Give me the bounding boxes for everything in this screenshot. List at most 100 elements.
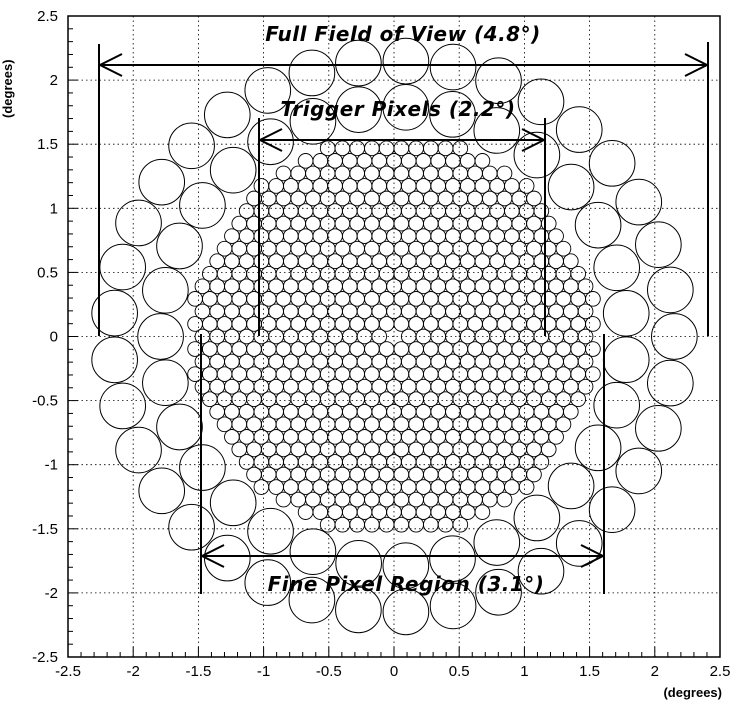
trigger-label: Trigger Pixels (2.2°) — [280, 97, 515, 121]
large-pixel — [142, 266, 189, 314]
x-tick-label: -2.5 — [55, 663, 81, 680]
large-pixel — [244, 67, 292, 114]
large-pixel — [168, 122, 215, 170]
fine-pixel — [585, 366, 601, 382]
large-pixel — [99, 382, 147, 430]
fine-pixel — [371, 328, 388, 345]
large-pixel — [288, 576, 336, 624]
fine-pixel — [349, 140, 365, 157]
large-pixel — [115, 199, 162, 247]
large-pixel — [429, 91, 476, 138]
large-pixel — [429, 582, 477, 630]
y-tick-label: -2.5 — [32, 649, 58, 666]
large-pixel — [602, 336, 650, 384]
large-pixel — [547, 163, 595, 211]
full-fov-arrowhead-left — [97, 53, 123, 77]
x-tick-labels: -2.5 -2 -1.5 -1 -0.5 0 0.5 1 1.5 2 2.5 — [55, 663, 730, 680]
large-pixel — [513, 131, 561, 179]
large-pixel — [138, 158, 186, 206]
fine-pixel — [423, 140, 439, 157]
y-tick-label: 1.5 — [37, 136, 58, 153]
grid-lines — [68, 16, 720, 657]
fine-region-label: Fine Pixel Region (3.1°) — [268, 572, 545, 596]
fine-pixel — [570, 265, 587, 282]
large-pixel — [179, 182, 226, 229]
x-axis-unit-label: (degrees) — [663, 685, 722, 700]
large-pixel — [156, 403, 203, 451]
large-pixel — [203, 91, 251, 139]
large-pixel — [247, 118, 294, 166]
trigger-annotation: Trigger Pixels (2.2°) — [257, 97, 547, 336]
full-fov-arrowhead-right — [684, 53, 710, 77]
fine-pixel — [364, 140, 380, 157]
fine-pixel — [526, 466, 542, 483]
fine-pixel — [408, 140, 424, 157]
full-fov-annotation: Full Field of View (4.8°) — [97, 22, 710, 336]
fine-pixel — [533, 203, 550, 219]
large-pixel — [115, 426, 162, 474]
large-pixel — [156, 222, 203, 270]
large-pixel — [382, 37, 430, 85]
large-pixel — [473, 107, 521, 154]
large-pixel — [382, 83, 430, 131]
large-pixel — [335, 540, 382, 587]
x-tick-label: -2 — [127, 663, 140, 680]
large-pixel — [593, 244, 641, 292]
large-pixel — [475, 57, 522, 105]
fine-pixel — [540, 215, 557, 232]
x-tick-label: 0 — [390, 663, 398, 680]
fine-pixel — [474, 504, 491, 520]
large-pixel — [91, 336, 138, 384]
x-tick-label: 0.5 — [449, 663, 470, 680]
large-pixel — [517, 78, 565, 126]
large-pixel — [244, 559, 292, 606]
fine-pixel — [563, 403, 579, 420]
large-pixel — [335, 586, 382, 634]
fine-pixel — [577, 353, 594, 370]
fine-pixel — [585, 291, 601, 307]
large-pixel — [574, 201, 622, 249]
fine-pixel — [518, 178, 535, 194]
x-tick-label: 1 — [520, 663, 528, 680]
x-tick-label: -0.5 — [316, 663, 342, 680]
large-pixel — [179, 444, 226, 491]
y-tick-label: 2 — [50, 72, 58, 89]
y-axis-unit-label: (degrees) — [0, 59, 15, 118]
large-pixel — [137, 313, 184, 360]
large-pixel — [335, 39, 382, 87]
large-pixel — [588, 486, 636, 533]
trigger-arrowhead-right — [521, 128, 547, 152]
fine-pixel — [563, 253, 579, 270]
large-pixel — [547, 462, 595, 510]
large-pixel — [91, 289, 138, 337]
large-pixel — [209, 479, 257, 527]
large-pixel — [382, 588, 430, 636]
fine-pixel — [319, 140, 336, 157]
fine-arrowhead-left — [199, 544, 225, 568]
large-pixel — [429, 535, 476, 582]
large-pixel — [99, 243, 147, 291]
fine-pixel — [540, 441, 557, 458]
fine-pixel — [334, 140, 351, 157]
axis-ticks — [67, 15, 721, 658]
x-tick-label: -1 — [257, 663, 270, 680]
x-tick-label: 2.5 — [710, 663, 731, 680]
y-tick-label: 1 — [50, 200, 58, 217]
large-pixel — [335, 86, 382, 133]
y-tick-label: -2 — [45, 585, 58, 602]
y-tick-labels: 2.5 2 1.5 1 0.5 0 -0.5 -1 -1.5 -2 -2.5 — [32, 8, 58, 666]
fine-pixel — [275, 165, 292, 182]
fine-pixel — [533, 454, 550, 470]
large-pixel — [289, 97, 337, 145]
large-pixel — [475, 568, 522, 616]
x-tick-label: -1.5 — [185, 663, 211, 680]
fine-pixel — [585, 316, 601, 332]
y-tick-label: 2.5 — [37, 8, 58, 25]
fine-pixel — [518, 479, 535, 495]
fine-pixel — [452, 516, 469, 533]
fine-pixel — [496, 491, 513, 508]
fine-pixel — [555, 240, 572, 257]
y-tick-label: 0 — [50, 329, 58, 346]
y-tick-label: -1.5 — [32, 521, 58, 538]
